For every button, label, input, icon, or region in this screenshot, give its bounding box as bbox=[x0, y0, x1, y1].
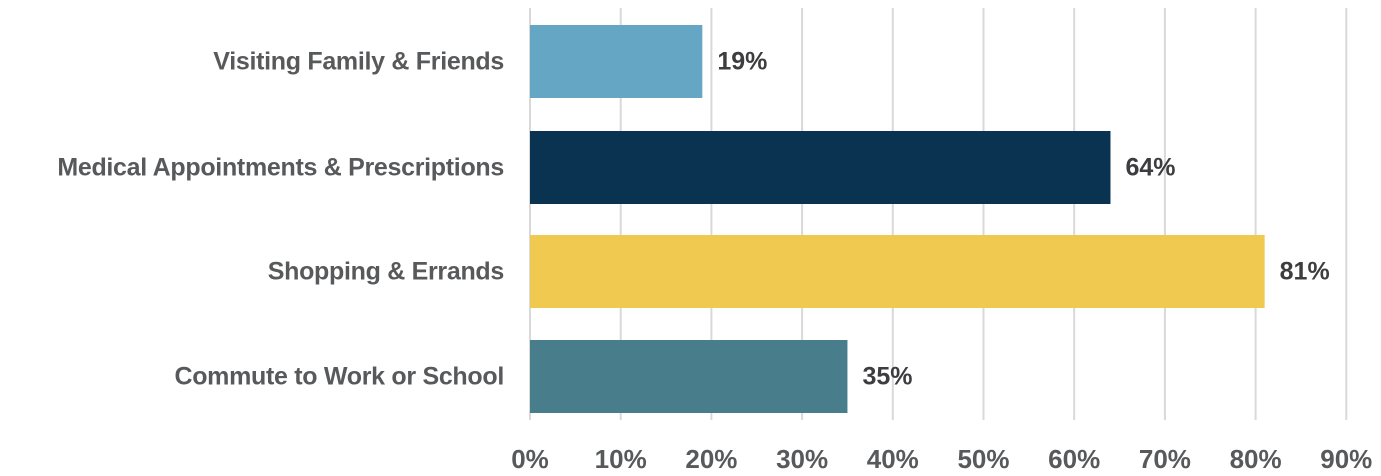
value-label: 81% bbox=[1280, 258, 1330, 286]
category-label: Medical Appointments & Prescriptions bbox=[57, 154, 504, 182]
x-tick-label: 70% bbox=[1139, 444, 1191, 474]
value-label: 64% bbox=[1125, 154, 1175, 182]
bar bbox=[530, 340, 848, 413]
x-tick-label: 10% bbox=[595, 444, 647, 474]
bars bbox=[530, 25, 1265, 413]
x-tick-label: 90% bbox=[1320, 444, 1372, 474]
x-tick-label: 30% bbox=[776, 444, 828, 474]
category-label: Commute to Work or School bbox=[174, 363, 504, 391]
value-labels: 19% 64% 81% 35% bbox=[717, 48, 1329, 391]
bar bbox=[530, 25, 703, 98]
value-label: 35% bbox=[862, 363, 912, 391]
category-labels: Visiting Family & Friends Medical Appoint… bbox=[57, 48, 504, 391]
x-axis-tick-labels: 0% 10% 20% 30% 40% 50% 60% 70% 80% 90% bbox=[511, 444, 1372, 474]
x-tick-label: 60% bbox=[1048, 444, 1100, 474]
x-tick-label: 0% bbox=[511, 444, 549, 474]
category-label: Visiting Family & Friends bbox=[213, 48, 504, 76]
x-tick-label: 80% bbox=[1230, 444, 1282, 474]
x-tick-label: 50% bbox=[957, 444, 1009, 474]
x-tick-label: 40% bbox=[867, 444, 919, 474]
bar bbox=[530, 131, 1111, 204]
value-label: 19% bbox=[717, 48, 767, 76]
x-tick-label: 20% bbox=[685, 444, 737, 474]
bar bbox=[530, 235, 1265, 308]
category-label: Shopping & Errands bbox=[268, 258, 504, 286]
